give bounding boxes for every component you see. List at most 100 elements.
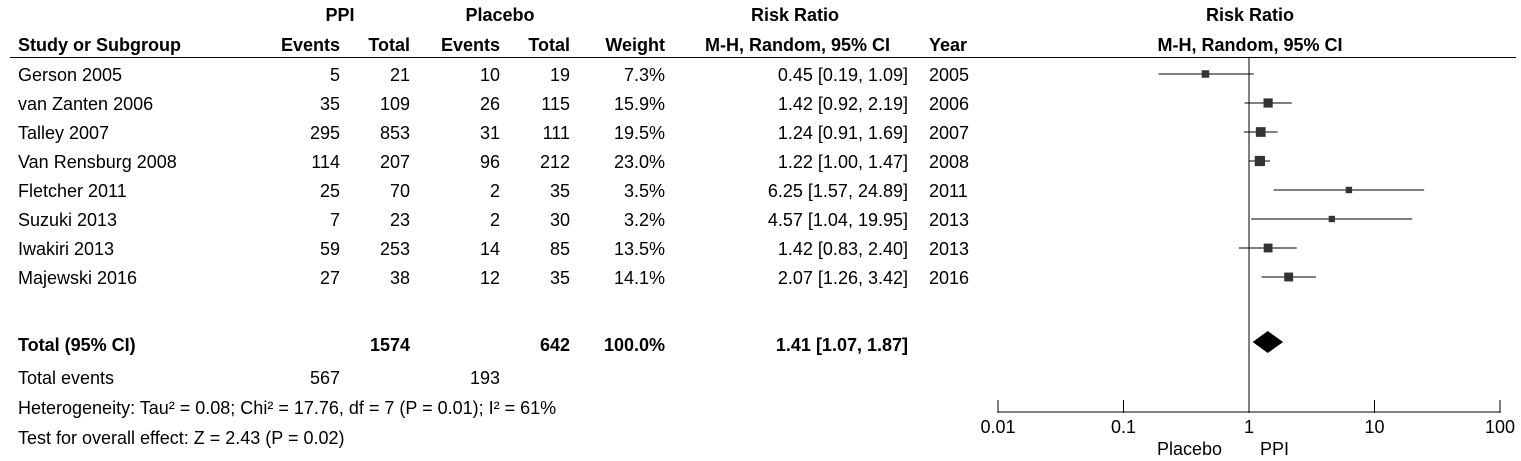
- row-year: 2016: [929, 268, 970, 288]
- x-axis-tick-label: 0.01: [980, 417, 1016, 437]
- header-total-placebo: Total: [528, 35, 570, 55]
- total-label: Total (95% CI): [18, 335, 136, 355]
- row-study-name: Iwakiri 2013: [18, 239, 115, 259]
- pooled-estimate-diamond: [1252, 331, 1284, 353]
- point-estimate-square: [1284, 272, 1294, 282]
- x-axis-tick-label: 0.1: [1110, 417, 1137, 437]
- row-study-name: Van Rensburg 2008: [18, 152, 177, 172]
- row-ppi-total: 21: [389, 65, 410, 85]
- axis-left-label: Placebo: [1157, 439, 1223, 459]
- row-weight: 3.2%: [623, 210, 665, 230]
- header-placebo: Placebo: [465, 5, 535, 25]
- header-events-placebo: Events: [440, 35, 500, 55]
- row-ppi-events: 59: [319, 239, 340, 259]
- row-year: 2005: [929, 65, 970, 85]
- total-ppi-total: 1574: [369, 335, 410, 355]
- row-ppi-events: 5: [329, 65, 340, 85]
- header-weight: Weight: [605, 35, 665, 55]
- overall-effect-text: Test for overall effect: Z = 2.43 (P = 0…: [18, 428, 345, 448]
- row-year: 2011: [929, 181, 968, 201]
- row-ppi-total: 23: [389, 210, 410, 230]
- point-estimate-square: [1263, 98, 1273, 108]
- x-axis-tick-label: 100: [1484, 417, 1516, 437]
- row-ppi-total: 853: [379, 123, 410, 143]
- point-estimate-square: [1254, 155, 1265, 167]
- row-ci-text: 2.07 [1.26, 3.42]: [777, 268, 908, 288]
- total-placebo-total: 642: [539, 335, 570, 355]
- row-placebo-total: 35: [549, 181, 570, 201]
- row-ci-text: 6.25 [1.57, 24.89]: [767, 181, 908, 201]
- header-study-or-subgroup: Study or Subgroup: [18, 35, 181, 55]
- row-placebo-total: 212: [539, 152, 570, 172]
- row-weight: 3.5%: [623, 181, 665, 201]
- heterogeneity-text: Heterogeneity: Tau² = 0.08; Chi² = 17.76…: [18, 398, 557, 418]
- row-ppi-total: 109: [379, 94, 410, 114]
- total-events-label: Total events: [18, 368, 115, 388]
- row-placebo-total: 85: [549, 239, 570, 259]
- row-weight: 14.1%: [613, 268, 665, 288]
- row-placebo-total: 30: [549, 210, 570, 230]
- row-ppi-total: 70: [389, 181, 410, 201]
- row-placebo-events: 14: [479, 239, 500, 259]
- point-estimate-square: [1345, 186, 1353, 194]
- point-estimate-square: [1255, 127, 1266, 137]
- row-ppi-events: 7: [329, 210, 340, 230]
- row-placebo-total: 115: [541, 94, 570, 114]
- row-ppi-events: 114: [311, 152, 340, 172]
- total-ci-text: 1.41 [1.07, 1.87]: [775, 335, 908, 355]
- row-ci-text: 1.22 [1.00, 1.47]: [777, 152, 908, 172]
- row-ci-text: 4.57 [1.04, 19.95]: [767, 210, 908, 230]
- row-study-name: Talley 2007: [18, 123, 110, 143]
- row-weight: 7.3%: [623, 65, 665, 85]
- row-year: 2013: [929, 210, 970, 230]
- header-divider: [10, 57, 1516, 58]
- row-placebo-events: 31: [479, 123, 500, 143]
- row-ci-text: 0.45 [0.19, 1.09]: [777, 65, 908, 85]
- row-year: 2008: [929, 152, 970, 172]
- row-placebo-events: 2: [489, 210, 500, 230]
- row-weight: 15.9%: [613, 94, 665, 114]
- x-axis-tick-label: 1: [1243, 417, 1254, 437]
- row-ci-text: 1.24 [0.91, 1.69]: [777, 123, 908, 143]
- total-events-placebo: 193: [469, 368, 500, 388]
- row-year: 2013: [929, 239, 970, 259]
- header-method-left: M-H, Random, 95% CI: [704, 35, 891, 55]
- row-placebo-total: 111: [542, 123, 570, 143]
- row-weight: 19.5%: [613, 123, 665, 143]
- row-ppi-total: 207: [379, 152, 410, 172]
- row-placebo-events: 26: [479, 94, 500, 114]
- row-ci-text: 1.42 [0.92, 2.19]: [777, 94, 908, 114]
- row-placebo-events: 12: [479, 268, 500, 288]
- point-estimate-square: [1201, 70, 1210, 78]
- row-placebo-total: 19: [549, 65, 570, 85]
- row-year: 2007: [929, 123, 970, 143]
- header-total-ppi: Total: [368, 35, 410, 55]
- header-risk-ratio-right: Risk Ratio: [1205, 5, 1295, 25]
- row-study-name: Suzuki 2013: [18, 210, 118, 230]
- header-risk-ratio-left: Risk Ratio: [750, 5, 840, 25]
- row-ppi-total: 253: [379, 239, 410, 259]
- point-estimate-square: [1328, 215, 1335, 223]
- header-events-ppi: Events: [280, 35, 340, 55]
- row-ppi-total: 38: [389, 268, 410, 288]
- row-ppi-events: 295: [309, 123, 340, 143]
- header-ppi: PPI: [325, 5, 355, 25]
- row-placebo-total: 35: [549, 268, 570, 288]
- row-ppi-events: 25: [319, 181, 340, 201]
- header-method-right: M-H, Random, 95% CI: [1157, 35, 1343, 55]
- row-placebo-events: 10: [479, 65, 500, 85]
- total-weight: 100.0%: [603, 335, 665, 355]
- row-study-name: Majewski 2016: [18, 268, 138, 288]
- row-study-name: Gerson 2005: [18, 65, 123, 85]
- axis-right-label: PPI: [1260, 439, 1290, 459]
- point-estimate-square: [1263, 243, 1273, 253]
- row-weight: 13.5%: [613, 239, 665, 259]
- row-study-name: van Zanten 2006: [18, 94, 154, 114]
- row-weight: 23.0%: [613, 152, 665, 172]
- row-study-name: Fletcher 2011: [18, 181, 127, 201]
- total-events-ppi: 567: [309, 368, 340, 388]
- row-placebo-events: 2: [489, 181, 500, 201]
- row-ppi-events: 27: [319, 268, 340, 288]
- row-ppi-events: 35: [319, 94, 340, 114]
